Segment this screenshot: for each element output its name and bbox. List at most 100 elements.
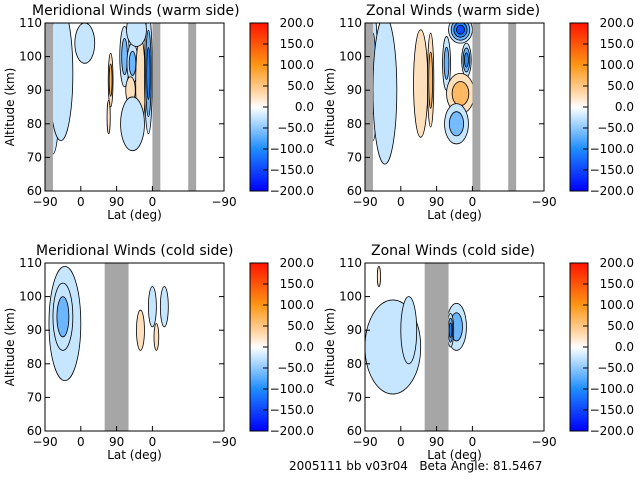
chart-title: Meridional Winds (cold side): [36, 243, 234, 259]
chart-svg: 60 70 80 90 100 110 −90 0 90 0 −90 Lat (deg) Altitud…: [323, 256, 634, 462]
contour-region: [159, 286, 169, 328]
no-data-band: [424, 263, 449, 431]
colorbar-tick-label: −200.0: [270, 424, 314, 438]
x-tick-label: 0: [397, 435, 405, 449]
contour-region: [56, 296, 70, 338]
colorbar-tick-label: 0.0: [615, 340, 634, 354]
y-tick-label: 90: [27, 323, 42, 337]
y-tick-label: 110: [19, 16, 42, 30]
colorbar-tick-label: 200.0: [600, 16, 634, 30]
contour-region: [148, 286, 157, 328]
contour-region: [463, 52, 469, 68]
no-data-band: [104, 263, 129, 431]
colorbar-tick-label: 200.0: [600, 256, 634, 270]
contour-region: [376, 265, 381, 287]
plot-frame: [364, 262, 545, 432]
x-tick-label: −90: [211, 195, 236, 209]
contour-region: [136, 309, 145, 351]
y-axis-label: Altitude (km): [323, 68, 337, 147]
plot-area: [365, 23, 544, 191]
colorbar-tick-label: 100.0: [600, 298, 634, 312]
contour-region: [120, 96, 145, 152]
panel-meridional-warm: Meridional Winds (warm side) 60 70 80 90 100…: [0, 0, 320, 240]
contour-region: [372, 23, 398, 165]
y-tick-label: 90: [347, 83, 362, 97]
y-axis-label: Altitude (km): [3, 68, 17, 147]
colorbar-tick-label: 150.0: [600, 37, 634, 51]
contour-region: [74, 23, 96, 64]
colorbar-tick-label: 100.0: [280, 58, 314, 72]
no-data-band: [472, 23, 481, 191]
colorbar-tick-label: −50.0: [597, 361, 634, 375]
contour-region: [400, 296, 418, 365]
colorbar-tick-label: 100.0: [600, 58, 634, 72]
colorbar-tick-label: 50.0: [607, 319, 634, 333]
contour-region: [121, 38, 128, 76]
x-axis-label: Lat (deg): [107, 208, 162, 222]
no-data-band: [508, 23, 517, 191]
y-tick-label: 70: [27, 390, 42, 404]
panel-zonal-cold: Zonal Winds (cold side) 60 70 80 90 100 110 −9…: [320, 240, 640, 480]
x-tick-label: 0: [149, 435, 157, 449]
chart-svg: 60 70 80 90 100 110 −90 0 90 0 −90 Lat (deg) Altitud…: [323, 16, 634, 222]
y-tick-label: 80: [27, 117, 42, 131]
chart-title: Zonal Winds (warm side): [366, 3, 541, 19]
colorbar-tick-label: −50.0: [277, 361, 314, 375]
colorbar-tick-label: 150.0: [280, 37, 314, 51]
plot-area: [45, 263, 224, 431]
colorbar-tick-label: 50.0: [287, 319, 314, 333]
colorbar-tick-label: −200.0: [590, 184, 634, 198]
contour-region: [153, 323, 160, 351]
colorbar-tick-label: −200.0: [590, 424, 634, 438]
y-axis-label: Altitude (km): [3, 308, 17, 387]
colorbar-tick-label: 200.0: [280, 16, 314, 30]
contour-region: [106, 99, 111, 135]
colorbar-tick-label: −200.0: [270, 184, 314, 198]
colorbar-tick-label: −150.0: [590, 163, 634, 177]
y-tick-label: 70: [347, 150, 362, 164]
colorbar-tick-label: −100.0: [270, 142, 314, 156]
x-tick-label: −90: [531, 195, 556, 209]
contour-region: [413, 29, 429, 138]
contour-region: [456, 24, 465, 35]
colorbar-tick-label: −100.0: [270, 382, 314, 396]
panel-zonal-warm: Zonal Winds (warm side) 60 70 80 90 100 110 −9…: [320, 0, 640, 240]
x-tick-label: 0: [77, 195, 85, 209]
x-tick-label: −90: [352, 435, 377, 449]
no-data-band: [152, 23, 161, 191]
x-tick-label: 90: [429, 195, 444, 209]
colorbar-tick-label: 0.0: [295, 340, 314, 354]
chart-title: Zonal Winds (cold side): [371, 243, 535, 259]
colorbar-tick-label: −150.0: [590, 403, 634, 417]
y-tick-label: 70: [347, 390, 362, 404]
x-axis-label: Lat (deg): [427, 448, 482, 462]
x-tick-label: 0: [77, 435, 85, 449]
colorbar-tick-label: 50.0: [607, 79, 634, 93]
no-data-band: [188, 23, 197, 191]
x-tick-label: −90: [32, 195, 57, 209]
plot-frame: [44, 22, 225, 192]
colorbar-tick-label: 0.0: [295, 100, 314, 114]
contour-region: [448, 322, 453, 338]
contour-region: [128, 50, 137, 76]
x-tick-label: 90: [109, 195, 124, 209]
y-tick-label: 110: [19, 256, 42, 270]
plot-area: [365, 263, 544, 431]
contour-region: [428, 51, 433, 109]
colorbar-tick-label: −150.0: [270, 163, 314, 177]
colorbar-tick-label: −50.0: [597, 121, 634, 135]
plot-frame: [44, 262, 225, 432]
x-tick-label: 90: [109, 435, 124, 449]
x-tick-label: −90: [352, 195, 377, 209]
y-axis-label: Altitude (km): [323, 308, 337, 387]
x-tick-label: 0: [149, 195, 157, 209]
x-axis-label: Lat (deg): [427, 208, 482, 222]
x-tick-label: 0: [469, 435, 477, 449]
y-tick-label: 70: [27, 150, 42, 164]
contour-region: [126, 23, 147, 47]
colorbar-tick-label: 150.0: [280, 277, 314, 291]
colorbar-tick-label: 100.0: [280, 298, 314, 312]
y-tick-label: 60: [347, 424, 362, 438]
contour-region: [443, 46, 450, 80]
chart-svg: 60 70 80 90 100 110 −90 0 90 0 −90 Lat (deg) Altitud…: [3, 16, 314, 222]
